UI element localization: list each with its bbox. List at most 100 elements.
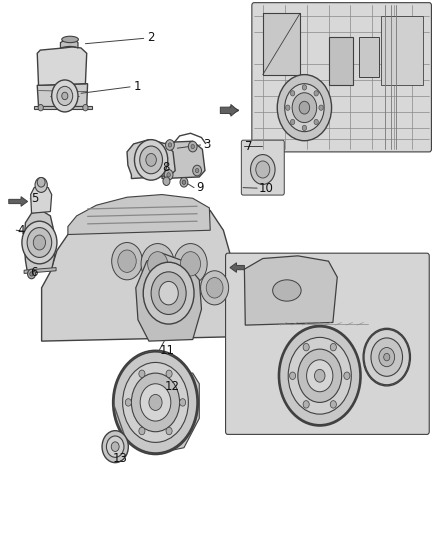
Circle shape [299, 101, 310, 114]
Circle shape [166, 427, 172, 435]
Circle shape [27, 228, 52, 257]
Circle shape [182, 180, 186, 184]
Circle shape [140, 146, 162, 174]
Bar [381, 16, 423, 85]
Text: 8: 8 [162, 161, 170, 174]
Circle shape [38, 104, 43, 111]
Circle shape [290, 372, 296, 379]
Circle shape [180, 399, 186, 406]
Circle shape [106, 436, 124, 457]
Circle shape [143, 262, 194, 324]
Text: 2: 2 [147, 31, 154, 44]
Circle shape [166, 140, 174, 150]
Polygon shape [9, 197, 28, 206]
Circle shape [123, 362, 188, 442]
Circle shape [62, 92, 68, 100]
FancyBboxPatch shape [252, 3, 431, 152]
Circle shape [303, 343, 309, 351]
Circle shape [256, 161, 270, 178]
Circle shape [288, 337, 351, 414]
Circle shape [112, 243, 142, 280]
Circle shape [151, 272, 186, 314]
Text: 6: 6 [30, 266, 37, 279]
Circle shape [52, 80, 78, 112]
Circle shape [168, 143, 172, 147]
Text: 7: 7 [245, 140, 253, 152]
Polygon shape [31, 185, 52, 213]
Text: 11: 11 [160, 344, 175, 357]
FancyBboxPatch shape [226, 253, 429, 434]
Circle shape [191, 144, 194, 149]
Polygon shape [127, 140, 175, 179]
Polygon shape [24, 268, 56, 273]
Polygon shape [24, 211, 55, 271]
Circle shape [35, 177, 47, 192]
Circle shape [28, 269, 35, 279]
Circle shape [302, 125, 307, 131]
Circle shape [180, 252, 201, 276]
Polygon shape [118, 370, 199, 454]
Circle shape [314, 369, 325, 382]
Circle shape [330, 343, 336, 351]
Circle shape [131, 373, 180, 432]
Circle shape [111, 442, 119, 451]
Circle shape [314, 119, 318, 125]
Circle shape [37, 177, 45, 187]
Text: 10: 10 [258, 182, 273, 195]
Circle shape [193, 165, 201, 176]
Circle shape [303, 401, 309, 408]
Circle shape [163, 177, 170, 185]
Circle shape [180, 177, 188, 187]
Circle shape [83, 104, 88, 111]
Circle shape [330, 401, 336, 408]
Circle shape [102, 431, 128, 463]
Circle shape [286, 105, 290, 110]
Polygon shape [230, 263, 244, 272]
Polygon shape [162, 141, 205, 179]
Bar [263, 13, 300, 75]
Polygon shape [220, 104, 238, 116]
Circle shape [22, 221, 57, 264]
Circle shape [164, 169, 173, 180]
Ellipse shape [62, 36, 78, 43]
Polygon shape [37, 47, 87, 85]
Circle shape [141, 244, 174, 284]
Circle shape [174, 244, 207, 284]
Polygon shape [60, 39, 78, 48]
Circle shape [344, 372, 350, 379]
Circle shape [319, 105, 323, 110]
Circle shape [195, 168, 199, 173]
Circle shape [139, 370, 145, 377]
Circle shape [371, 338, 403, 376]
Text: 3: 3 [204, 139, 211, 151]
Text: 12: 12 [164, 381, 179, 393]
Circle shape [277, 75, 332, 141]
Circle shape [134, 140, 168, 180]
Circle shape [206, 278, 223, 298]
Circle shape [290, 119, 295, 125]
Text: 9: 9 [196, 181, 204, 194]
Polygon shape [34, 106, 92, 109]
Circle shape [159, 281, 178, 305]
Ellipse shape [272, 280, 301, 301]
Polygon shape [42, 197, 232, 341]
Circle shape [290, 91, 295, 96]
Polygon shape [68, 195, 210, 235]
Circle shape [201, 271, 229, 305]
Polygon shape [37, 84, 88, 107]
Circle shape [298, 349, 342, 402]
Bar [359, 37, 379, 77]
Bar [328, 37, 353, 85]
Circle shape [148, 252, 168, 276]
Circle shape [125, 399, 131, 406]
Circle shape [307, 360, 333, 392]
Circle shape [149, 394, 162, 410]
Circle shape [364, 329, 410, 385]
Circle shape [114, 352, 197, 453]
Circle shape [118, 250, 136, 272]
Text: 5: 5 [32, 192, 39, 205]
Circle shape [166, 370, 172, 377]
Circle shape [30, 272, 33, 276]
Circle shape [251, 155, 275, 184]
Circle shape [292, 93, 317, 123]
